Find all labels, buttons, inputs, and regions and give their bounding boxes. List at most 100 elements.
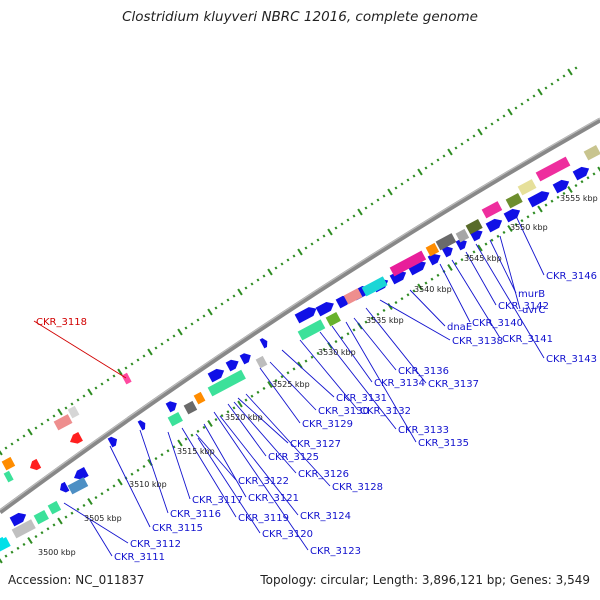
gene-feature[interactable] <box>389 250 427 277</box>
gene-feature[interactable] <box>193 391 206 405</box>
minor-tick <box>166 449 170 453</box>
major-tick <box>27 428 33 436</box>
gene-feature[interactable] <box>572 164 592 181</box>
gene-feature[interactable] <box>435 233 457 251</box>
gene-label[interactable]: CKR_3125 <box>268 452 319 463</box>
gene-label[interactable]: CKR_3120 <box>262 529 313 540</box>
gene-label[interactable]: CKR_3118 <box>36 317 87 328</box>
minor-tick <box>400 297 404 301</box>
gene-feature[interactable] <box>53 414 73 431</box>
gene-feature[interactable] <box>1 456 16 471</box>
minor-tick <box>10 550 14 554</box>
gene-label[interactable]: CKR_3141 <box>502 334 553 345</box>
gene-feature[interactable] <box>239 351 254 365</box>
gene-feature[interactable] <box>503 206 523 223</box>
gene-label[interactable]: CKR_3115 <box>152 523 203 534</box>
gene-feature[interactable] <box>33 509 49 525</box>
gene-label[interactable]: CKR_3131 <box>336 393 387 404</box>
gene-label[interactable]: CKR_3111 <box>114 552 165 563</box>
gene-label[interactable]: murB <box>518 289 545 300</box>
gene-feature[interactable] <box>137 419 148 431</box>
gene-feature[interactable] <box>361 276 388 297</box>
gene-feature[interactable] <box>11 519 36 539</box>
gene-feature[interactable] <box>325 311 341 327</box>
gene-label[interactable]: CKR_3126 <box>298 469 349 480</box>
gene-label[interactable]: CKR_3119 <box>238 513 289 524</box>
gene-feature[interactable] <box>28 458 42 473</box>
gene-feature[interactable] <box>481 201 503 219</box>
gene-feature[interactable] <box>465 219 483 235</box>
label-leader-line <box>269 361 317 411</box>
gene-label[interactable]: CKR_3122 <box>238 476 289 487</box>
label-leader-line <box>499 235 521 310</box>
gene-label[interactable]: CKR_3137 <box>428 379 479 390</box>
gene-feature[interactable] <box>165 399 180 413</box>
gene-feature[interactable] <box>47 500 62 515</box>
gene-label[interactable]: uvrC <box>522 305 545 316</box>
label-leader-line <box>237 397 289 444</box>
gene-label[interactable]: CKR_3146 <box>546 271 597 282</box>
major-tick <box>417 283 423 291</box>
gene-label[interactable]: CKR_3127 <box>290 439 341 450</box>
gene-label[interactable]: CKR_3142 <box>498 301 549 312</box>
gene-feature[interactable] <box>527 188 552 208</box>
gene-feature[interactable] <box>315 299 337 317</box>
gene-feature[interactable] <box>121 372 132 385</box>
gene-feature[interactable] <box>505 193 523 209</box>
major-tick <box>0 448 3 456</box>
gene-label[interactable]: CKR_3121 <box>248 493 299 504</box>
gene-feature[interactable] <box>207 369 246 397</box>
gene-label[interactable]: CKR_3134 <box>374 378 425 389</box>
gene-feature[interactable] <box>294 304 319 324</box>
gene-label[interactable]: dnaE <box>447 322 472 333</box>
gene-feature[interactable] <box>517 179 537 196</box>
gene-feature[interactable] <box>259 337 270 349</box>
gene-feature[interactable] <box>107 435 120 448</box>
gene-label[interactable]: CKR_3112 <box>130 539 181 550</box>
gene-feature[interactable] <box>455 237 470 251</box>
minor-tick <box>334 226 338 230</box>
gene-label[interactable]: CKR_3123 <box>310 546 361 557</box>
gene-label[interactable]: CKR_3124 <box>300 511 351 522</box>
gene-feature[interactable] <box>297 319 326 341</box>
gene-label[interactable]: CKR_3135 <box>418 438 469 449</box>
gene-label[interactable]: CKR_3138 <box>452 336 503 347</box>
gene-feature[interactable] <box>3 470 14 483</box>
gene-label[interactable]: CKR_3116 <box>170 509 221 520</box>
gene-label[interactable]: CKR_3130 <box>318 406 369 417</box>
gene-label[interactable]: CKR_3129 <box>302 419 353 430</box>
gene-feature[interactable] <box>552 177 572 194</box>
gene-feature[interactable] <box>425 242 440 257</box>
gene-feature[interactable] <box>207 366 227 383</box>
gene-feature[interactable] <box>0 537 11 553</box>
gene-feature[interactable] <box>67 405 80 419</box>
label-leader-line <box>475 243 545 359</box>
label-leader-line <box>195 433 237 481</box>
gene-label[interactable]: CKR_3143 <box>546 354 597 365</box>
gene-label[interactable]: CKR_3117 <box>192 495 243 506</box>
gene-feature[interactable] <box>427 251 443 266</box>
minor-tick <box>160 342 164 346</box>
gene-feature[interactable] <box>255 355 268 369</box>
gene-label[interactable]: CKR_3128 <box>332 482 383 493</box>
gene-feature[interactable] <box>441 244 456 258</box>
gene-feature[interactable] <box>455 228 470 243</box>
gene-feature[interactable] <box>343 288 363 305</box>
gene-feature[interactable] <box>183 400 198 415</box>
gene-feature[interactable] <box>68 431 83 446</box>
gene-feature[interactable] <box>58 481 70 495</box>
gene-label[interactable]: CKR_3140 <box>472 318 523 329</box>
label-leader-line <box>89 519 113 557</box>
gene-feature[interactable] <box>535 156 571 182</box>
gene-feature[interactable] <box>167 411 183 427</box>
gene-label[interactable]: CKR_3133 <box>398 425 449 436</box>
gene-feature[interactable] <box>583 145 600 161</box>
gene-label[interactable]: CKR_3132 <box>360 406 411 417</box>
gene-feature[interactable] <box>225 357 241 372</box>
gene-label[interactable]: CKR_3136 <box>398 366 449 377</box>
gene-feature[interactable] <box>9 510 29 527</box>
gene-feature[interactable] <box>72 467 89 482</box>
gene-feature[interactable] <box>67 477 89 495</box>
gene-feature[interactable] <box>485 216 505 233</box>
